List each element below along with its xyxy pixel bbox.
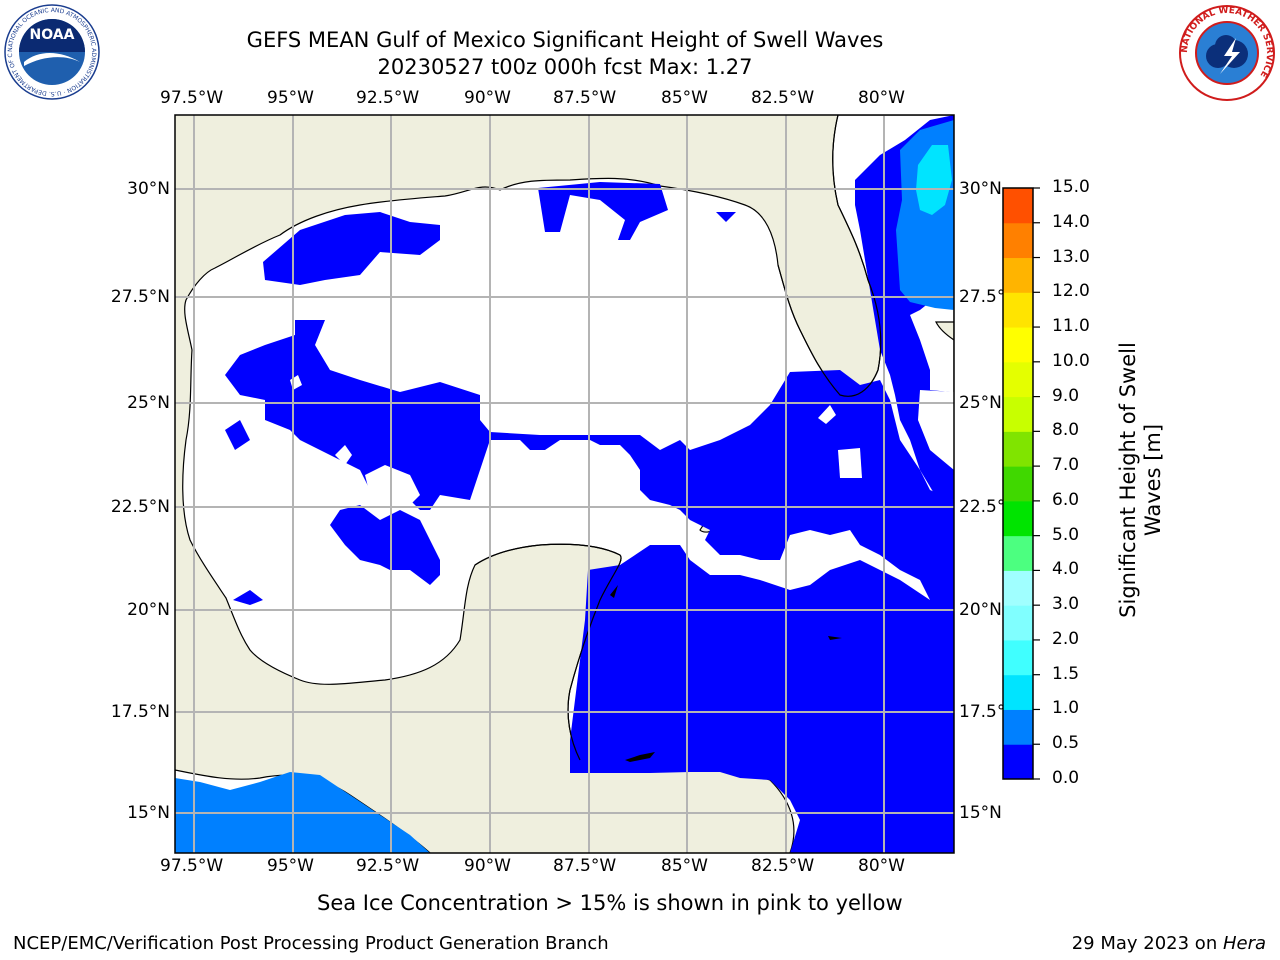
colorbar-tick-label: 15.0 [1052,177,1090,197]
lat-label-right: 15°N [959,803,1002,823]
swell-0-0.5-region [225,115,954,853]
lat-label-right: 25°N [959,393,1002,413]
colorbar-tick-label: 7.0 [1052,455,1080,476]
colorbar-tick-label: 1.5 [1052,663,1080,684]
colorbar-tick-label: 14.0 [1052,211,1090,232]
lon-label-bottom: 85°W [661,856,708,876]
lat-label-left: 25°N [127,393,170,413]
lat-label-right: 30°N [959,179,1002,199]
hispaniola [935,321,954,341]
colorbar-tick-label: 0.5 [1052,733,1080,754]
map-frame [174,114,955,854]
lon-label-top: 87.5°W [553,88,617,108]
footer-machine: Hera [1222,933,1266,954]
lon-label-bottom: 97.5°W [160,856,224,876]
colorbar-tick-label: 11.0 [1052,316,1090,337]
colorbar-segment [1003,674,1033,710]
sea-ice-note: Sea Ice Concentration > 15% is shown in … [317,891,903,915]
nws-logo: NATIONAL WEATHER SERVICE [1179,5,1275,101]
colorbar-segment [1003,744,1033,780]
colorbar-tick-label: 4.0 [1052,559,1080,580]
lon-label-top: 82.5°W [751,88,815,108]
colorbar-segment [1003,709,1033,745]
colorbar-segment [1003,257,1033,293]
lat-label-left: 15°N [127,803,170,823]
colorbar-tick-label: 0.0 [1052,768,1080,788]
colorbar-segment [1003,327,1033,363]
map-gridlines [175,115,954,853]
footer-branch: NCEP/EMC/Verification Post Processing Pr… [13,933,609,954]
colorbar-tick-label: 2.0 [1052,628,1080,649]
colorbar-tick-label: 8.0 [1052,420,1080,441]
lon-label-bottom: 82.5°W [751,856,815,876]
colorbar-segment [1003,639,1033,676]
colorbar-segment [1003,605,1033,641]
colorbar-label-line2: Waves [m] [1141,423,1165,537]
colorbar-tick-label: 5.0 [1052,524,1080,545]
lat-label-left: 30°N [127,179,170,199]
colorbar [1002,187,1040,780]
lon-label-bottom: 95°W [267,856,314,876]
lon-label-bottom: 90°W [464,856,511,876]
colorbar-tick-label: 1.0 [1052,698,1080,719]
lon-label-top: 85°W [661,88,708,108]
colorbar-segment [1003,431,1033,467]
colorbar-segment [1003,535,1033,571]
lon-label-top: 90°W [464,88,511,108]
footer-date-text: 29 May 2023 on [1071,933,1223,954]
colorbar-tick-label: 10.0 [1052,350,1090,371]
lon-label-bottom: 87.5°W [553,856,617,876]
lon-label-top: 97.5°W [160,88,224,108]
lat-label-left: 27.5°N [110,287,170,307]
colorbar-label-line1: Significant Height of Swell [1116,342,1140,618]
noaa-logo: NOAA NATIONAL OCEANIC AND ATMOSPHERIC AD… [4,4,100,100]
lon-label-top: 92.5°W [356,88,420,108]
lat-label-left: 20°N [127,600,170,620]
colorbar-segment [1003,361,1033,398]
colorbar-segment [1003,396,1033,432]
map-title: GEFS MEAN Gulf of Mexico Significant Hei… [246,28,884,52]
noaa-logo-text: NOAA [30,27,75,43]
swell-1.0-1.5-region [916,145,952,215]
lon-label-bottom: 92.5°W [356,856,420,876]
colorbar-tick-label: 6.0 [1052,489,1080,510]
colorbar-segment [1003,188,1033,224]
lon-label-top: 80°W [858,88,905,108]
lat-label-left: 17.5°N [110,702,170,722]
colorbar-tick-label: 13.0 [1052,246,1090,267]
colorbar-segment [1003,222,1033,259]
colorbar-tick-label: 9.0 [1052,385,1080,406]
map-subtitle: 20230527 t00z 000h fcst Max: 1.27 [377,55,753,79]
lat-label-right: 20°N [959,600,1002,620]
lon-label-top: 95°W [267,88,314,108]
colorbar-tick-label: 3.0 [1052,594,1080,615]
lon-label-bottom: 80°W [858,856,905,876]
footer-date: 29 May 2023 on Hera [1072,933,1266,954]
colorbar-tick-label: 12.0 [1052,281,1090,302]
colorbar-segment [1003,570,1033,606]
colorbar-segment [1003,500,1033,537]
colorbar-segment [1003,292,1033,328]
colorbar-segment [1003,466,1033,502]
lat-label-left: 22.5°N [110,497,170,517]
